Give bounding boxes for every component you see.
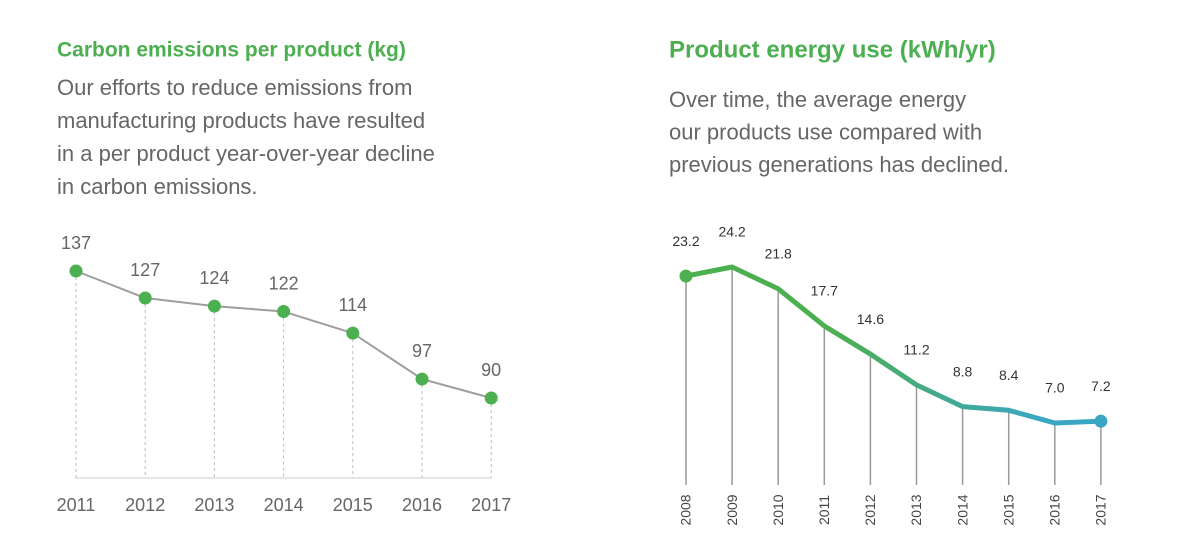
x-tick-label: 2013 xyxy=(194,495,234,515)
x-tick-label: 2011 xyxy=(57,495,96,515)
data-label: 8.4 xyxy=(999,367,1019,383)
chart-title: Carbon emissions per product (kg) xyxy=(57,39,406,62)
data-label: 14.6 xyxy=(857,311,884,327)
data-label: 17.7 xyxy=(811,283,838,299)
line xyxy=(685,264,1101,426)
subtitle-line: manufacturing products have resulted xyxy=(57,108,425,133)
data-label: 23.2 xyxy=(672,233,699,249)
marker xyxy=(138,291,152,305)
subtitle-line: Over time, the average energy xyxy=(669,87,966,112)
subtitle-line: previous generations has declined. xyxy=(669,152,1009,177)
data-label: 8.8 xyxy=(953,363,973,379)
subtitle-line: in carbon emissions. xyxy=(57,174,258,199)
x-tick-label: 2009 xyxy=(724,494,740,525)
x-tick-label: 2012 xyxy=(125,495,165,515)
x-tick-label: 2015 xyxy=(1000,494,1016,525)
marker xyxy=(346,326,360,340)
x-tick-label: 2012 xyxy=(862,494,878,525)
data-label: 124 xyxy=(199,268,229,288)
x-tick-label: 2015 xyxy=(333,495,373,515)
data-label: 24.2 xyxy=(718,224,745,240)
data-label: 127 xyxy=(130,260,160,280)
subtitle-line: in a per product year-over-year decline xyxy=(57,141,435,166)
x-tick-label: 2014 xyxy=(954,494,970,525)
x-tick-label: 2016 xyxy=(402,495,442,515)
subtitle-line: Our efforts to reduce emissions from xyxy=(57,75,412,100)
x-tick-label: 2013 xyxy=(908,494,924,525)
x-tick-label: 2014 xyxy=(264,495,304,515)
marker xyxy=(415,372,429,386)
data-label: 97 xyxy=(412,341,432,361)
data-label: 11.2 xyxy=(903,342,929,358)
marker xyxy=(1094,414,1108,428)
chart-title: Product energy use (kWh/yr) xyxy=(669,36,996,63)
marker xyxy=(277,305,291,319)
x-tick-label: 2016 xyxy=(1047,494,1063,525)
data-label: 137 xyxy=(61,233,91,253)
x-tick-label: 2017 xyxy=(1093,494,1109,525)
marker xyxy=(207,299,221,313)
data-label: 7.0 xyxy=(1045,380,1065,396)
data-label: 122 xyxy=(269,273,299,293)
data-label: 21.8 xyxy=(765,245,792,261)
x-tick-label: 2017 xyxy=(471,495,511,515)
data-label: 90 xyxy=(481,360,501,380)
marker xyxy=(69,264,83,278)
data-label: 7.2 xyxy=(1091,378,1111,394)
x-tick-label: 2008 xyxy=(678,494,694,525)
data-label: 114 xyxy=(338,295,367,315)
subtitle-line: our products use compared with xyxy=(669,119,982,144)
x-tick-label: 2011 xyxy=(816,495,832,525)
x-tick-label: 2010 xyxy=(770,494,786,525)
marker xyxy=(484,391,498,405)
marker xyxy=(679,269,693,283)
